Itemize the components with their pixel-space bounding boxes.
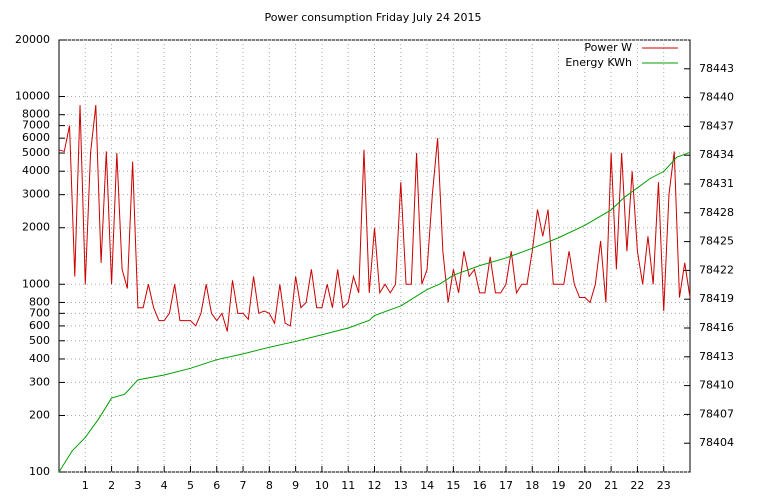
x-tick-label: 22 xyxy=(630,479,644,492)
y2-tick-label: 78419 xyxy=(699,292,734,305)
y-tick-label: 400 xyxy=(29,352,50,365)
legend-label: Power W xyxy=(584,41,632,54)
y2-tick-label: 78410 xyxy=(699,379,734,392)
y2-tick-label: 78404 xyxy=(699,436,734,449)
y-tick-label: 300 xyxy=(29,375,50,388)
x-tick-label: 21 xyxy=(604,479,618,492)
x-tick-label: 16 xyxy=(473,479,487,492)
x-tick-label: 20 xyxy=(578,479,592,492)
x-tick-label: 19 xyxy=(552,479,566,492)
x-tick-label: 6 xyxy=(213,479,220,492)
y-tick-label: 1000 xyxy=(22,277,50,290)
y2-tick-label: 78407 xyxy=(699,407,734,420)
y2-tick-label: 78434 xyxy=(699,148,734,161)
x-tick-label: 1 xyxy=(82,479,89,492)
y2-tick-label: 78443 xyxy=(699,62,734,75)
x-tick-label: 11 xyxy=(341,479,355,492)
y-tick-label: 2000 xyxy=(22,221,50,234)
y-tick-label: 3000 xyxy=(22,188,50,201)
y2-tick-label: 78422 xyxy=(699,263,734,276)
y2-tick-label: 78416 xyxy=(699,321,734,334)
legend-label: Energy KWh xyxy=(565,56,632,69)
chart-title: Power consumption Friday July 24 2015 xyxy=(264,11,481,24)
x-tick-label: 4 xyxy=(161,479,168,492)
x-tick-label: 18 xyxy=(525,479,539,492)
y-tick-label: 10000 xyxy=(15,90,50,103)
x-tick-label: 8 xyxy=(266,479,273,492)
x-tick-label: 12 xyxy=(368,479,382,492)
y2-tick-label: 78425 xyxy=(699,235,734,248)
y2-tick-label: 78413 xyxy=(699,350,734,363)
y2-tick-label: 78428 xyxy=(699,206,734,219)
x-tick-label: 2 xyxy=(108,479,115,492)
y-tick-label: 100 xyxy=(29,465,50,478)
y2-tick-label: 78437 xyxy=(699,119,734,132)
x-tick-label: 17 xyxy=(499,479,513,492)
x-tick-label: 10 xyxy=(315,479,329,492)
data-line xyxy=(58,151,691,473)
x-tick-label: 5 xyxy=(187,479,194,492)
y2-tick-label: 78440 xyxy=(699,91,734,104)
y-tick-label: 200 xyxy=(29,408,50,421)
y-tick-label: 7000 xyxy=(22,119,50,132)
y-tick-label: 500 xyxy=(29,334,50,347)
x-tick-label: 9 xyxy=(292,479,299,492)
x-tick-label: 15 xyxy=(446,479,460,492)
y-tick-label: 4000 xyxy=(22,164,50,177)
x-tick-label: 14 xyxy=(420,479,434,492)
data-line xyxy=(58,105,691,332)
y-tick-label: 800 xyxy=(29,295,50,308)
y-tick-label: 6000 xyxy=(22,131,50,144)
y2-tick-label: 78431 xyxy=(699,177,734,190)
y-tick-label: 700 xyxy=(29,306,50,319)
x-tick-label: 13 xyxy=(394,479,408,492)
x-tick-label: 3 xyxy=(134,479,141,492)
x-tick-label: 23 xyxy=(657,479,671,492)
x-tick-label: 7 xyxy=(240,479,247,492)
y-tick-label: 600 xyxy=(29,319,50,332)
y-tick-label: 8000 xyxy=(22,108,50,121)
y-tick-label: 5000 xyxy=(22,146,50,159)
y-tick-label: 20000 xyxy=(15,33,50,46)
